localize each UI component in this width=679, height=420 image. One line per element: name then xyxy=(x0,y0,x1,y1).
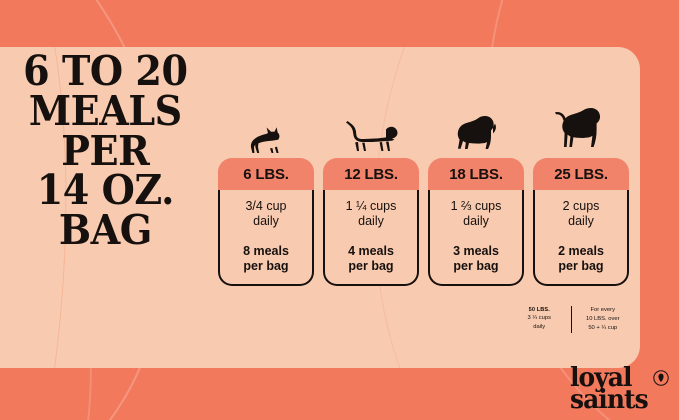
meals-count: 4 meals xyxy=(348,243,394,258)
weight-card-body: 1 ⅔ cups daily 3 meals per bag xyxy=(428,190,524,286)
footnote-rule-line-1: For every xyxy=(590,307,615,313)
headline-line-5: BAG xyxy=(58,206,152,255)
dachshund-silhouette-icon xyxy=(342,100,400,158)
headline-line-1: 6 TO 20 xyxy=(23,47,188,95)
weight-card: 25 LBS. 2 cups daily 2 meals per bag xyxy=(533,158,629,286)
daily-cups: 1 ¼ cups daily xyxy=(329,199,413,230)
footnote: 50 LBS. 3 ¼ cups daily For every 10 LBS.… xyxy=(508,306,634,333)
footnote-fifty-lbs: 50 LBS. 3 ¼ cups daily xyxy=(508,306,572,333)
daily-cups-unit: daily xyxy=(358,214,384,229)
footnote-cups-unit: daily xyxy=(533,324,546,331)
brand-logo: loyal saints xyxy=(570,363,669,416)
footnote-rule-line-2: 10 LBS. over xyxy=(585,315,620,322)
weight-card-body: 2 cups daily 2 meals per bag xyxy=(533,190,629,286)
meals-unit: per bag xyxy=(558,258,604,273)
daily-cups: 1 ⅔ cups daily xyxy=(434,199,518,230)
daily-cups-amount: 1 ¼ cups xyxy=(345,199,397,213)
meals-count: 3 meals xyxy=(453,243,499,258)
meals-unit: per bag xyxy=(243,258,289,273)
feeding-column: 18 LBS. 1 ⅔ cups daily 3 meals per bag xyxy=(428,100,524,315)
footnote-rule-line-3: 50 + ¼ cup xyxy=(588,324,618,331)
weight-card-body: 1 ¼ cups daily 4 meals per bag xyxy=(323,190,419,286)
meals-unit: per bag xyxy=(348,258,394,273)
weight-card: 12 LBS. 1 ¼ cups daily 4 meals per bag xyxy=(323,158,419,286)
headline-line-4: 14 OZ. xyxy=(36,166,175,215)
meals-per-bag: 3 meals per bag xyxy=(434,244,518,275)
brand-logo-line-2: saints xyxy=(570,385,649,416)
daily-cups-amount: 3/4 cup xyxy=(245,199,287,213)
chihuahua-silhouette-icon xyxy=(246,100,286,158)
weight-label: 18 LBS. xyxy=(428,158,524,190)
meals-count: 2 meals xyxy=(558,243,604,258)
weight-label: 25 LBS. xyxy=(533,158,629,190)
daily-cups-unit: daily xyxy=(463,214,489,229)
feeding-guide-columns: 6 LBS. 3/4 cup daily 8 meals per bag xyxy=(218,100,638,315)
meals-count: 8 meals xyxy=(243,243,289,258)
footnote-cups: 3 ¼ cups xyxy=(527,315,552,322)
daily-cups-amount: 2 cups xyxy=(562,199,600,213)
meals-per-bag: 2 meals per bag xyxy=(539,244,623,275)
feeding-column: 6 LBS. 3/4 cup daily 8 meals per bag xyxy=(218,100,314,315)
daily-cups: 2 cups daily xyxy=(539,199,623,230)
daily-cups-amount: 1 ⅔ cups xyxy=(450,199,502,213)
weight-label: 12 LBS. xyxy=(323,158,419,190)
meals-per-bag: 4 meals per bag xyxy=(329,244,413,275)
headline-line-3: PER xyxy=(61,126,150,175)
daily-cups-unit: daily xyxy=(568,214,594,229)
weight-card: 6 LBS. 3/4 cup daily 8 meals per bag xyxy=(218,158,314,286)
page-title: 6 TO 20 MEALS PER 14 OZ. BAG xyxy=(10,47,201,255)
daily-cups: 3/4 cup daily xyxy=(224,199,308,230)
weight-card-body: 3/4 cup daily 8 meals per bag xyxy=(218,190,314,286)
brand-emblem-icon xyxy=(653,370,669,387)
footnote-over-fifty: For every 10 LBS. over 50 + ¼ cup xyxy=(572,306,635,333)
footnote-weight-label: 50 LBS. xyxy=(528,307,550,313)
meals-unit: per bag xyxy=(453,258,499,273)
spaniel-silhouette-icon xyxy=(451,100,501,158)
weight-label: 6 LBS. xyxy=(218,158,314,190)
daily-cups-unit: daily xyxy=(253,214,279,229)
doodle-silhouette-icon xyxy=(553,100,609,158)
brand-logo-line-1: loyal xyxy=(570,363,632,394)
weight-card: 18 LBS. 1 ⅔ cups daily 3 meals per bag xyxy=(428,158,524,286)
headline-line-2: MEALS xyxy=(28,86,182,135)
meals-per-bag: 8 meals per bag xyxy=(224,244,308,275)
feeding-column: 12 LBS. 1 ¼ cups daily 4 meals per bag xyxy=(323,100,419,315)
feeding-column: 25 LBS. 2 cups daily 2 meals per bag xyxy=(533,100,629,315)
